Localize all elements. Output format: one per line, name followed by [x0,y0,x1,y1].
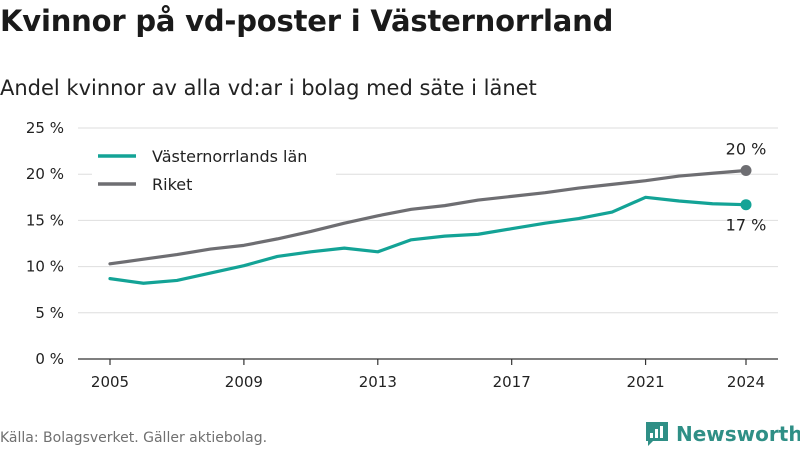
series: 20 % 17 % [108,140,767,285]
y-axis: 0 % 5 % 10 % 15 % 20 % 25 % [26,119,64,368]
series-end-point [740,199,752,211]
y-tick-label: 5 % [35,304,64,322]
series-end-label: 20 % [726,140,767,159]
chart-title: Kvinnor på vd-poster i Västernorrland [0,4,614,38]
series-line [108,168,748,266]
brand-name: Newsworthy [676,422,800,446]
y-tick-label: 10 % [26,258,64,276]
line-chart: 0 %5 %10 %15 %20 %25 % 2005 2009 2013 2017 2… [26,119,778,391]
chart-subtitle: Andel kvinnor av alla vd:ar i bolag med … [0,76,537,100]
bar-chart-speech-bubble-icon [646,422,668,446]
series-end-point [740,165,752,177]
x-tick-label: 2021 [626,373,664,391]
y-tick-label: 0 % [35,350,64,368]
y-tick-label: 25 % [26,119,64,137]
brand-logo: Newsworthy [644,420,800,448]
y-tick-label: 15 % [26,211,64,229]
y-tick-label: 20 % [26,165,64,183]
source-note: Källa: Bolagsverket. Gäller aktiebolag. [0,430,268,446]
legend-label: Riket [152,175,192,194]
x-tick-label: 2009 [225,373,263,391]
legend-label: Västernorrlands län [152,147,307,166]
x-tick-label: 2017 [493,373,531,391]
x-axis: 2005 2009 2013 2017 2021 2024 [91,359,765,391]
x-tick-label: 2024 [727,373,765,391]
x-tick-label: 2005 [91,373,129,391]
x-tick-label: 2013 [359,373,397,391]
series-line [108,195,748,285]
legend-background [92,141,336,201]
legend: Västernorrlands län Riket [92,141,336,201]
series-end-label: 17 % [726,216,767,235]
